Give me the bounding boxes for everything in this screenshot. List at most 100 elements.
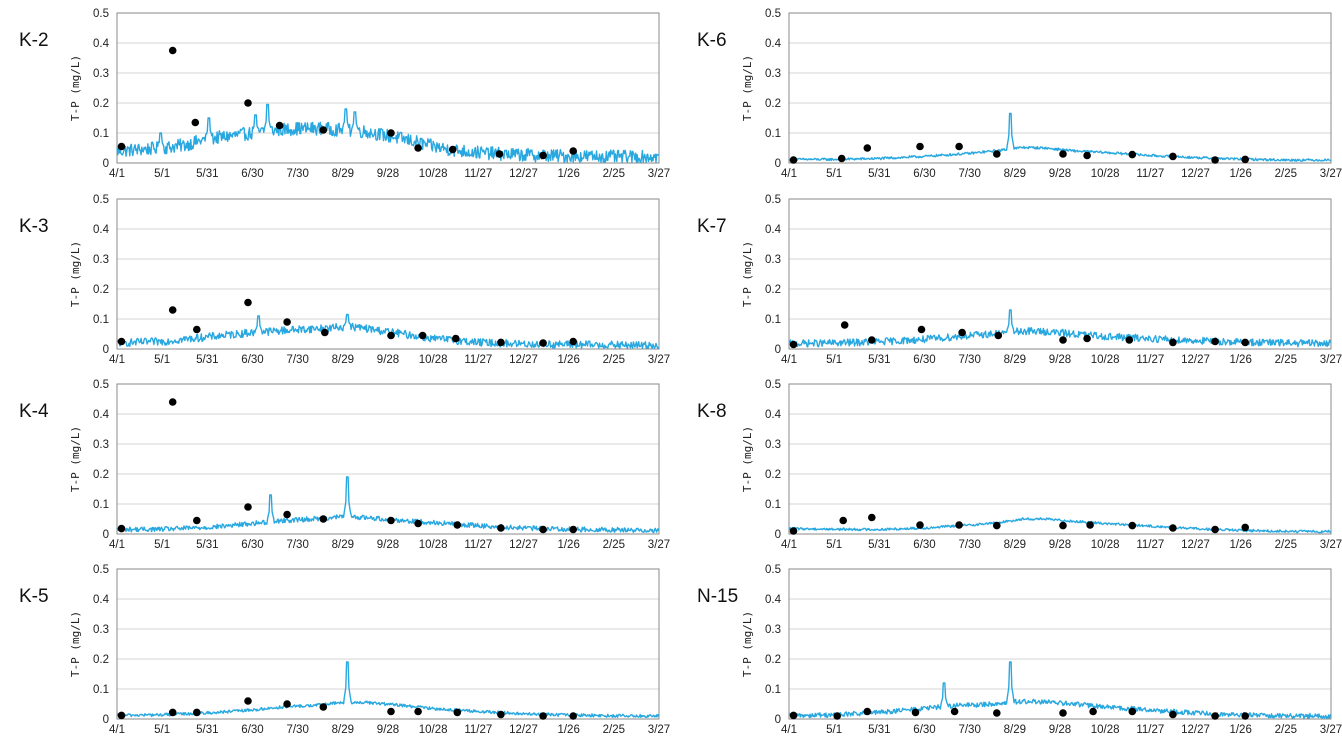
x-tick-label: 12/27 — [509, 168, 538, 180]
x-tick-label: 11/27 — [464, 354, 492, 366]
x-tick-label: 8/29 — [1004, 168, 1026, 180]
y-tick-label: 0.4 — [765, 594, 782, 606]
plot-frame — [788, 383, 1332, 535]
y-tick-label: 0.1 — [765, 684, 781, 696]
continuous-series-line — [116, 661, 660, 719]
y-tick-label: 0.2 — [765, 654, 781, 666]
sample-point — [1169, 524, 1177, 532]
y-tick-label: 0 — [103, 714, 109, 726]
x-tick-label: 12/27 — [1181, 354, 1210, 366]
y-tick-label: 0.4 — [93, 594, 110, 606]
x-tick-label: 11/27 — [1136, 539, 1164, 551]
x-tick-label: 5/1 — [154, 539, 170, 551]
x-tick-label: 12/27 — [509, 354, 538, 366]
y-tick-label: 0.3 — [765, 439, 781, 451]
y-tick-label: 0.3 — [93, 439, 109, 451]
y-axis-label: T-P (mg/L) — [741, 426, 754, 492]
continuous-series-line — [788, 309, 1332, 348]
sample-point — [319, 515, 328, 523]
x-tick-label: 8/29 — [1004, 724, 1026, 736]
sample-point — [191, 118, 200, 127]
y-tick-label: 0.3 — [765, 254, 781, 266]
x-tick-label: 11/27 — [464, 168, 492, 180]
x-tick-label: 7/30 — [958, 354, 980, 366]
sample-point — [1241, 523, 1249, 532]
sample-point — [1059, 150, 1067, 158]
x-tick-label: 5/1 — [826, 354, 842, 366]
y-tick-label: 0 — [103, 529, 109, 541]
sample-point — [539, 525, 547, 534]
y-tick-label: 0.5 — [765, 379, 781, 391]
x-tick-label: 6/30 — [913, 724, 935, 736]
x-tick-label: 3/27 — [1320, 168, 1342, 180]
sample-point — [117, 337, 126, 346]
y-tick-label: 0.5 — [765, 194, 781, 206]
x-tick-label: 7/30 — [286, 539, 308, 551]
x-tick-label: 10/28 — [419, 724, 448, 736]
chart-panel-k-4: K-4 0 0.1 0.2 0.3 0.4 0.5 4/1 5/1 5/31 6/30 7/30 8/2… — [19, 379, 670, 551]
sample-point — [117, 711, 126, 720]
x-tick-label: 4/1 — [781, 724, 797, 736]
x-tick-label: 2/25 — [603, 168, 625, 180]
sample-point — [993, 521, 1001, 530]
sample-point — [244, 298, 252, 307]
x-tick-label: 9/28 — [1049, 724, 1071, 736]
y-axis-label: T-P (mg/L) — [741, 55, 754, 121]
x-tick-label: 3/27 — [1320, 354, 1342, 366]
y-tick-label: 0.3 — [93, 254, 109, 266]
sample-point — [1211, 337, 1219, 346]
sample-point — [387, 707, 395, 716]
sample-point — [1211, 156, 1219, 164]
sample-point — [839, 516, 847, 525]
sample-point — [955, 521, 963, 529]
sample-point — [1211, 712, 1219, 720]
sample-point — [955, 142, 963, 151]
y-tick-label: 0.1 — [93, 684, 109, 696]
sample-point — [1125, 336, 1134, 344]
sample-point — [244, 503, 252, 511]
x-tick-label: 7/30 — [958, 724, 980, 736]
sample-point — [193, 325, 201, 334]
chart-panel-k-8: K-8 0 0.1 0.2 0.3 0.4 0.5 4/1 5/1 5/31 6/30 7/30 8/2… — [697, 379, 1342, 551]
x-tick-label: 5/1 — [826, 168, 842, 180]
y-axis-label: T-P (mg/L) — [69, 241, 82, 307]
y-axis-label: T-P (mg/L) — [741, 611, 754, 677]
sample-point — [868, 513, 876, 522]
sample-point — [453, 521, 462, 529]
sample-point — [958, 328, 966, 337]
sample-point — [1128, 707, 1137, 716]
sample-point — [994, 331, 1003, 340]
x-tick-label: 6/30 — [913, 539, 935, 551]
sample-point — [539, 712, 547, 720]
sample-point — [840, 321, 849, 329]
x-tick-label: 4/1 — [781, 354, 797, 366]
x-tick-label: 4/1 — [109, 539, 125, 551]
sample-point — [569, 337, 577, 346]
y-tick-label: 0 — [103, 344, 109, 356]
sample-point — [387, 129, 395, 137]
y-axis-label: T-P (mg/L) — [69, 611, 82, 677]
x-tick-label: 12/27 — [509, 724, 538, 736]
x-tick-label: 8/29 — [1004, 539, 1026, 551]
x-tick-label: 6/30 — [241, 354, 263, 366]
sample-point — [193, 708, 201, 717]
sample-point — [117, 524, 126, 533]
chart-panel-k-2: K-2 0 0.1 0.2 0.3 0.4 0.5 4/1 5/1 5/31 6/30 7/30 8/2… — [19, 8, 670, 180]
x-tick-label: 5/1 — [826, 724, 842, 736]
y-tick-label: 0 — [775, 344, 781, 356]
y-tick-label: 0 — [775, 529, 781, 541]
x-tick-label: 5/1 — [154, 354, 170, 366]
y-tick-label: 0.5 — [765, 564, 781, 576]
y-tick-label: 0.4 — [93, 38, 110, 50]
plot-frame — [788, 198, 1332, 350]
sample-point — [453, 708, 462, 717]
x-tick-label: 2/25 — [603, 539, 625, 551]
x-tick-label: 11/27 — [1136, 354, 1164, 366]
chart-panel-k-3: K-3 0 0.1 0.2 0.3 0.4 0.5 4/1 5/1 5/31 6/30 7/30 8/2… — [19, 194, 670, 366]
sample-point — [414, 519, 422, 528]
y-tick-label: 0.5 — [93, 8, 109, 20]
x-tick-label: 1/26 — [1229, 539, 1251, 551]
x-tick-label: 9/28 — [1049, 168, 1071, 180]
y-tick-label: 0.5 — [93, 194, 109, 206]
